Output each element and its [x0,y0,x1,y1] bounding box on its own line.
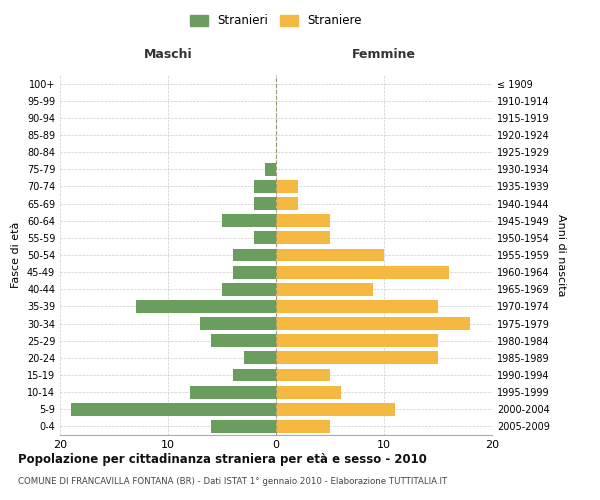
Bar [222,283,276,296]
Bar [211,334,276,347]
Bar [276,248,384,262]
Text: Maschi: Maschi [143,48,193,62]
Bar [254,197,276,210]
Bar [254,232,276,244]
Bar [276,300,438,313]
Bar [276,232,330,244]
Bar [222,214,276,227]
Bar [190,386,276,398]
Bar [254,180,276,193]
Bar [200,317,276,330]
Bar [276,266,449,278]
Bar [276,197,298,210]
Bar [233,266,276,278]
Bar [233,248,276,262]
Bar [244,352,276,364]
Bar [276,352,438,364]
Bar [233,368,276,382]
Legend: Stranieri, Straniere: Stranieri, Straniere [187,11,365,31]
Text: Popolazione per cittadinanza straniera per età e sesso - 2010: Popolazione per cittadinanza straniera p… [18,452,427,466]
Bar [276,386,341,398]
Bar [276,180,298,193]
Bar [276,214,330,227]
Bar [276,403,395,415]
Bar [136,300,276,313]
Text: Femmine: Femmine [352,48,416,62]
Y-axis label: Anni di nascita: Anni di nascita [556,214,566,296]
Bar [276,420,330,433]
Bar [276,283,373,296]
Text: COMUNE DI FRANCAVILLA FONTANA (BR) - Dati ISTAT 1° gennaio 2010 - Elaborazione T: COMUNE DI FRANCAVILLA FONTANA (BR) - Dat… [18,478,447,486]
Bar [71,403,276,415]
Y-axis label: Fasce di età: Fasce di età [11,222,21,288]
Bar [211,420,276,433]
Bar [276,317,470,330]
Bar [276,334,438,347]
Bar [265,163,276,175]
Bar [276,368,330,382]
